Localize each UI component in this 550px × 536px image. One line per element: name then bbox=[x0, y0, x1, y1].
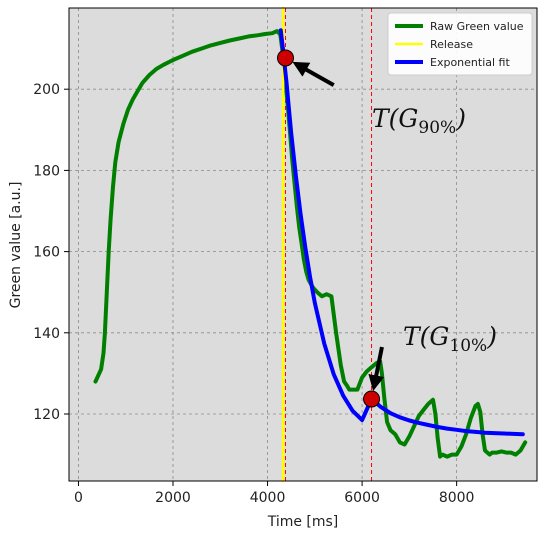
x-tick-label: 0 bbox=[74, 490, 83, 506]
y-axis-label: Green value [a.u.] bbox=[8, 182, 24, 309]
annotation-close: ) bbox=[455, 104, 466, 133]
x-tick-label: 2000 bbox=[155, 490, 191, 506]
annotation-subscript: 90% bbox=[418, 118, 456, 138]
raw-green-line bbox=[93, 29, 528, 459]
annotation-arrow bbox=[292, 61, 335, 87]
annotation-close: ) bbox=[486, 322, 497, 351]
annotation-label: T(G10%) bbox=[403, 322, 497, 356]
markers bbox=[277, 49, 381, 408]
x-axis-label: Time [ms] bbox=[267, 514, 339, 530]
legend-box bbox=[387, 12, 533, 76]
annotation-main: T(G bbox=[372, 104, 418, 133]
annotation-main: T(G bbox=[403, 322, 449, 351]
grid bbox=[69, 8, 537, 481]
legend-label: Exponential fit bbox=[430, 56, 510, 69]
marker-point bbox=[277, 49, 295, 67]
marker-point bbox=[363, 390, 381, 408]
legend: Raw Green value Release Exponential fit bbox=[387, 12, 533, 76]
y-axis-ticks: 120 140 160 180 200 bbox=[33, 82, 69, 423]
y-tick-label: 140 bbox=[33, 326, 60, 342]
annotation-subscript: 10% bbox=[449, 336, 487, 356]
legend-label: Raw Green value bbox=[430, 20, 524, 33]
y-tick-label: 200 bbox=[33, 82, 60, 98]
annotation-arrow bbox=[368, 346, 385, 392]
annotation-label: T(G90%) bbox=[372, 104, 466, 138]
exponential-fit-line bbox=[278, 28, 525, 437]
y-tick-label: 120 bbox=[33, 407, 60, 423]
legend-label: Release bbox=[430, 38, 473, 51]
y-tick-label: 180 bbox=[33, 163, 60, 179]
x-tick-label: 6000 bbox=[344, 490, 380, 506]
series-lines bbox=[93, 6, 528, 483]
x-tick-label: 8000 bbox=[439, 490, 475, 506]
annotations: T(G90%)T(G10%) bbox=[292, 61, 497, 392]
y-tick-label: 160 bbox=[33, 245, 60, 261]
plot-frame bbox=[68, 7, 538, 482]
x-tick-label: 4000 bbox=[250, 490, 286, 506]
x-axis-ticks: 0 2000 4000 6000 8000 bbox=[74, 481, 474, 506]
